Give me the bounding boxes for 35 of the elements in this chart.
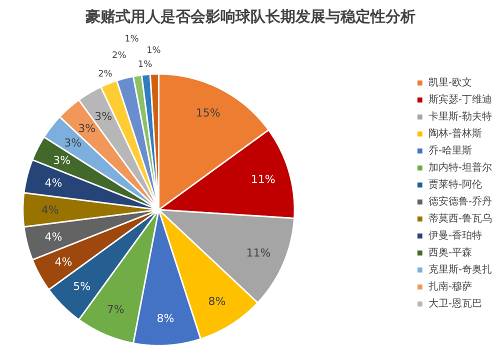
legend-label: 扎南-穆萨: [428, 280, 472, 294]
legend-label: 卡里斯-勒夫特: [428, 110, 492, 124]
legend-label: 乔-哈里斯: [428, 144, 472, 158]
chart-title: 豪赌式用人是否会影响球队长期发展与稳定性分析: [84, 8, 416, 26]
legend-label: 克里斯-奇奥扎: [428, 263, 492, 276]
data-label: 4%: [44, 176, 62, 190]
legend-label: 凯里-欧文: [428, 76, 472, 90]
data-label: 1%: [146, 46, 162, 56]
data-label: 11%: [250, 172, 276, 186]
legend-label: 加内特-坦普尔: [428, 161, 492, 174]
data-label: 11%: [246, 246, 271, 260]
data-label: 8%: [156, 312, 174, 325]
legend-label: 伊曼-香珀特: [428, 229, 482, 242]
data-label: 1%: [138, 60, 153, 70]
data-label: 2%: [112, 50, 127, 61]
legend-label: 斯宾瑟-丁维迪: [428, 93, 492, 106]
data-label: 5%: [73, 280, 91, 294]
legend-label: 德安德鲁-乔丹: [428, 195, 492, 208]
data-label: 3%: [94, 110, 112, 123]
data-label: 2%: [98, 70, 113, 80]
legend-label: 大卫-恩瓦巴: [428, 297, 482, 310]
legend-label: 西奥-平森: [428, 246, 472, 260]
data-label: 15%: [196, 106, 220, 120]
legend-label: 陶林-普林斯: [428, 127, 482, 140]
data-label: 3%: [64, 136, 82, 150]
legend-label: 蒂莫西-鲁瓦乌: [428, 212, 492, 226]
data-label: 4%: [54, 256, 72, 269]
data-label: 3%: [78, 122, 96, 135]
data-label: 7%: [106, 303, 124, 316]
data-label: 1%: [124, 34, 140, 44]
data-label: 3%: [53, 154, 71, 167]
legend-label: 贾莱特-阿伦: [428, 178, 482, 192]
data-label: 8%: [208, 295, 226, 308]
data-label: 4%: [41, 203, 59, 216]
data-label: 4%: [44, 230, 62, 244]
